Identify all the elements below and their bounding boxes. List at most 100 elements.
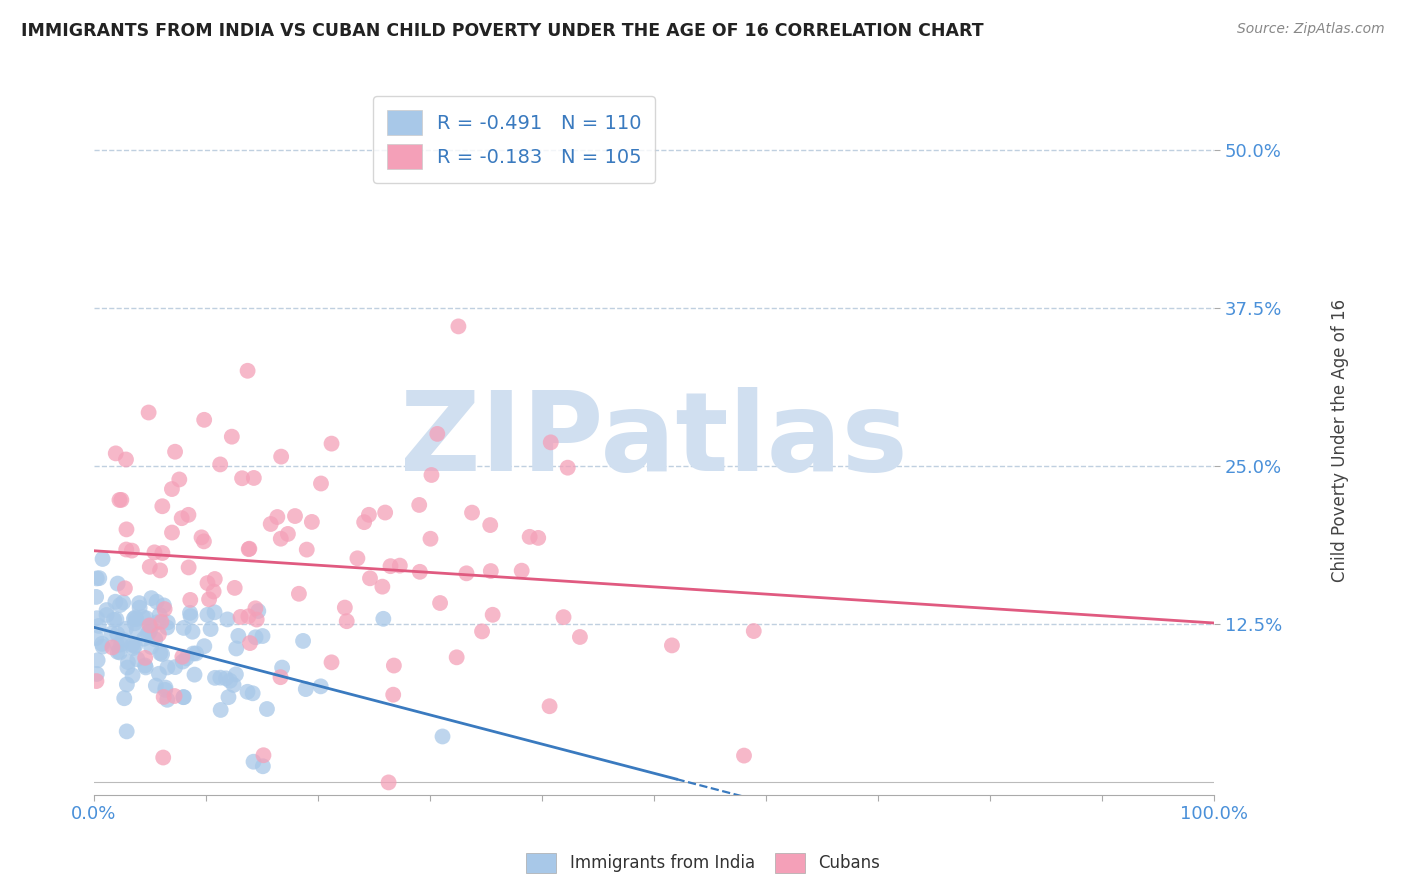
Point [91,552,114,566]
Text: ZIPatlas: ZIPatlas [401,387,908,494]
Point [124,616,146,631]
Point [309,679,332,693]
Point [115,522,138,536]
Y-axis label: Child Poverty Under the Age of 16: Child Poverty Under the Age of 16 [1331,299,1348,582]
Point [115,622,138,636]
Point [179,593,201,607]
Point [388,558,411,573]
Point [292,634,315,648]
Point [104,595,127,609]
Point [456,566,478,581]
Point [471,624,494,639]
Point [150,647,173,661]
Point [446,650,468,665]
Point [236,364,259,378]
Point [271,660,294,674]
Point [156,693,179,707]
Point [152,690,174,704]
Point [461,506,484,520]
Point [193,639,215,653]
Point [149,607,172,622]
Point [145,595,167,609]
Point [121,668,143,682]
Point [179,606,201,620]
Point [128,600,150,615]
Point [127,652,149,666]
Point [152,750,174,764]
Point [202,584,225,599]
Point [373,612,395,626]
Point [252,759,274,773]
Point [139,640,162,654]
Point [229,610,252,624]
Point [149,563,172,577]
Point [540,435,562,450]
Point [134,650,156,665]
Point [91,637,114,651]
Point [183,667,205,681]
Point [160,482,183,496]
Point [519,530,541,544]
Point [138,618,160,632]
Point [353,515,375,529]
Point [107,576,129,591]
Point [371,580,394,594]
Point [447,319,470,334]
Point [294,682,316,697]
Point [270,450,292,464]
Point [426,426,449,441]
Point [170,511,193,525]
Point [96,607,118,622]
Point [432,730,454,744]
Point [89,571,111,585]
Point [733,748,755,763]
Point [309,476,332,491]
Point [181,647,204,661]
Point [86,611,108,625]
Point [112,691,135,706]
Point [181,624,204,639]
Point [408,498,430,512]
Point [86,667,108,681]
Point [139,559,162,574]
Point [481,607,503,622]
Point [156,660,179,674]
Point [115,724,138,739]
Point [91,640,114,654]
Point [193,534,215,549]
Legend: R = -0.491   N = 110, R = -0.183   N = 105: R = -0.491 N = 110, R = -0.183 N = 105 [373,96,655,183]
Point [177,560,200,574]
Point [105,627,128,641]
Point [277,527,299,541]
Point [236,685,259,699]
Point [252,629,274,643]
Point [510,564,533,578]
Point [134,658,156,673]
Point [125,623,148,637]
Point [380,559,402,574]
Point [100,626,122,640]
Point [479,564,502,578]
Point [382,658,405,673]
Point [96,603,118,617]
Text: IMMIGRANTS FROM INDIA VS CUBAN CHILD POVERTY UNDER THE AGE OF 16 CORRELATION CHA: IMMIGRANTS FROM INDIA VS CUBAN CHILD POV… [21,22,984,40]
Point [742,624,765,638]
Point [165,660,187,674]
Point [132,610,155,624]
Point [121,543,143,558]
Point [173,621,195,635]
Point [242,686,264,700]
Point [270,670,292,684]
Point [256,702,278,716]
Point [153,599,176,613]
Point [148,666,170,681]
Point [86,653,108,667]
Point [218,690,240,705]
Point [145,679,167,693]
Point [321,656,343,670]
Point [114,581,136,595]
Point [190,530,212,544]
Point [266,510,288,524]
Point [146,615,169,630]
Point [238,541,260,556]
